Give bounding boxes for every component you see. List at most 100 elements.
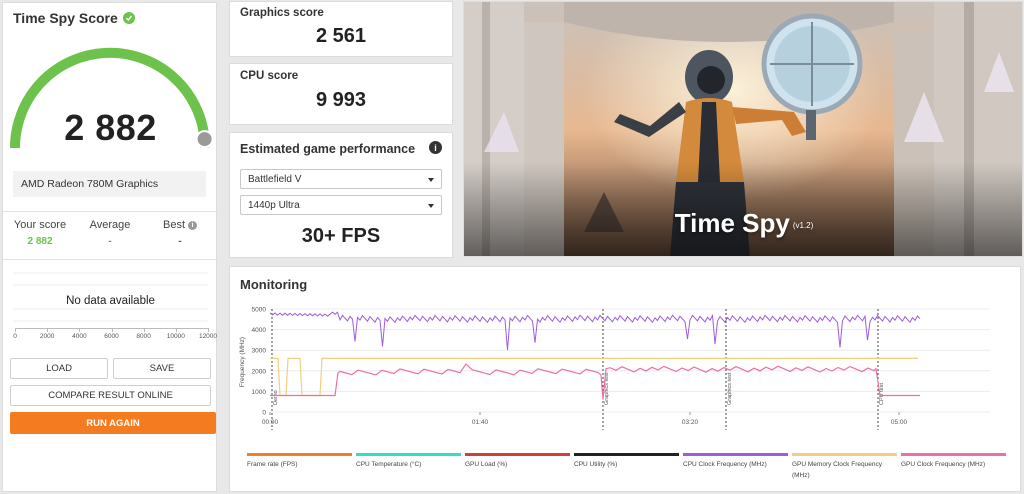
chevron-down-icon — [428, 204, 434, 208]
histogram-tick — [208, 328, 209, 332]
histogram-tick — [15, 328, 16, 332]
gpu-clock-series — [270, 363, 920, 400]
y-tick-label: 2000 — [252, 368, 267, 375]
cpu-score-value: 9 993 — [315, 89, 367, 111]
phase-marker-label: Graphics test — [604, 372, 610, 405]
y-tick-label: 0 — [262, 410, 266, 417]
estimated-game-performance-card: Estimated game performance i Battlefield… — [229, 132, 453, 258]
histogram-tick — [143, 328, 145, 332]
average-value: - — [108, 236, 112, 247]
legend-item[interactable]: GPU Memory Clock Frequency (MHz) — [792, 453, 897, 481]
cpu-score-label: CPU score — [240, 70, 299, 82]
monitoring-title: Monitoring — [240, 277, 308, 292]
cpu-score-card: CPU score 9 993 — [229, 63, 453, 125]
legend-swatch — [792, 453, 897, 456]
benchmark-hero-image: Time Spy (v1.2) — [463, 1, 1023, 257]
benchmark-title: Time Spy (v1.2) — [464, 208, 1022, 239]
phase-marker-label: Graphics test — [727, 372, 733, 405]
cpu-clock-series — [269, 311, 921, 351]
no-data-text: No data available — [66, 295, 155, 307]
chevron-down-icon — [428, 178, 434, 182]
run-again-button[interactable]: RUN AGAIN — [10, 412, 216, 434]
your-score-label: Your score — [13, 219, 67, 231]
legend-item[interactable]: CPU Temperature (°C) — [356, 453, 461, 470]
y-axis-label: Frequency (MHz) — [239, 337, 246, 387]
gpu-memory-clock-series — [270, 357, 918, 397]
load-button[interactable]: LOAD — [10, 358, 108, 379]
legend-label: CPU Temperature (°C) — [356, 461, 422, 468]
benchmark-version: (v1.2) — [792, 220, 814, 230]
histogram-tick-label: 10000 — [166, 333, 185, 340]
legend-swatch — [356, 453, 461, 456]
check-circle-icon — [122, 12, 135, 24]
your-score-value: 2 882 — [27, 236, 53, 247]
score-title: Time Spy Score — [13, 10, 135, 26]
y-tick-label: 1000 — [252, 389, 267, 396]
divider — [3, 211, 218, 212]
score-title-text: Time Spy Score — [13, 10, 118, 26]
legend-label: CPU Utility (%) — [574, 461, 618, 468]
preset-select[interactable]: 1440p Ultra — [240, 195, 442, 215]
divider — [3, 259, 218, 260]
game-select[interactable]: Battlefield V — [240, 169, 442, 189]
total-score: 2 882 — [64, 107, 157, 148]
benchmark-name: Time Spy — [674, 208, 790, 238]
histogram-tick — [47, 328, 49, 332]
x-tick-label: 05:00 — [891, 419, 908, 426]
y-tick-label: 5000 — [252, 307, 267, 314]
phase-marker-label: CPU test — [879, 383, 885, 405]
best-value: - — [178, 236, 182, 247]
graphics-score-label: Graphics score — [240, 7, 324, 19]
compare-online-button[interactable]: COMPARE RESULT ONLINE — [10, 385, 211, 406]
monitoring-panel: Monitoring 5000 4000 3000 2000 1000 0 Frequenc… — [229, 266, 1021, 492]
legend-label: GPU Clock Frequency (MHz) — [901, 461, 986, 468]
histogram-tick — [111, 328, 113, 332]
game-select-value: Battlefield V — [248, 174, 302, 185]
best-label-group: Best i — [145, 219, 215, 231]
info-icon[interactable]: i — [429, 141, 442, 154]
legend-label: Frame rate (FPS) — [247, 461, 298, 468]
legend-swatch — [901, 453, 1006, 456]
y-tick-label: 4000 — [252, 327, 267, 334]
best-label: Best — [162, 219, 185, 231]
histogram-grid — [13, 272, 208, 322]
legend-swatch — [683, 453, 788, 456]
save-button[interactable]: SAVE — [113, 358, 211, 379]
y-tick-label: 3000 — [252, 348, 267, 355]
legend-item[interactable]: GPU Clock Frequency (MHz) — [901, 453, 1006, 470]
average-label: Average — [89, 219, 131, 231]
legend-swatch — [465, 453, 570, 456]
graphics-score-value: 2 561 — [315, 25, 367, 47]
histogram-tick-label: 6000 — [104, 333, 119, 340]
legend-item[interactable]: CPU Utility (%) — [574, 453, 679, 470]
preset-select-value: 1440p Ultra — [248, 200, 300, 211]
legend-label: GPU Memory Clock Frequency (MHz) — [792, 461, 882, 479]
graphics-score-card: Graphics score 2 561 — [229, 1, 453, 57]
histogram-tick-label: 8000 — [136, 333, 151, 340]
histogram-tick-label: 0 — [13, 333, 17, 340]
score-gauge — [9, 47, 214, 149]
legend-swatch — [247, 453, 352, 456]
legend-label: CPU Clock Frequency (MHz) — [683, 461, 767, 468]
x-tick-label: 00:00 — [262, 419, 279, 426]
info-icon[interactable]: i — [188, 220, 197, 230]
histogram-tick-label: 4000 — [72, 333, 87, 340]
legend-item[interactable]: GPU Load (%) — [465, 453, 570, 470]
fps-estimate: 30+ FPS — [301, 225, 381, 247]
legend-item[interactable]: CPU Clock Frequency (MHz) — [683, 453, 788, 470]
histogram-tick — [79, 328, 81, 332]
x-tick-label: 03:20 — [682, 419, 699, 426]
histogram-tick-label: 12000 — [198, 333, 218, 340]
score-panel: Time Spy Score 2 882 AMD Radeon 780M Gra… — [2, 2, 218, 492]
legend-item[interactable]: Frame rate (FPS) — [247, 453, 352, 470]
legend-label: GPU Load (%) — [465, 461, 508, 468]
estimated-title: Estimated game performance — [240, 142, 416, 156]
histogram-tick-label: 2000 — [39, 333, 55, 340]
monitoring-chart[interactable]: 5000 4000 3000 2000 1000 0 Frequency (MHz) 00:0… — [230, 297, 1022, 447]
gpu-name: AMD Radeon 780M Graphics — [13, 171, 206, 197]
phase-marker-label: Demo — [273, 390, 279, 405]
histogram-tick — [175, 328, 177, 332]
gauge-knob — [195, 130, 214, 149]
x-tick-label: 01:40 — [472, 419, 489, 426]
legend-swatch — [574, 453, 679, 456]
